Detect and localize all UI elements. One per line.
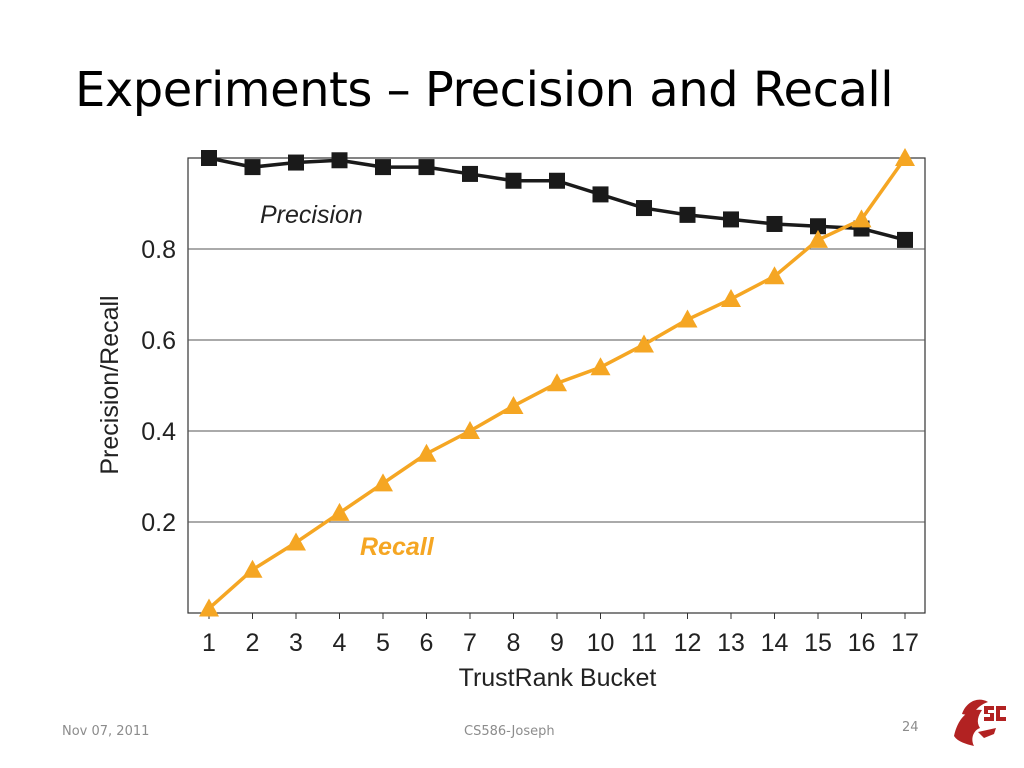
recall-point [634, 334, 654, 353]
recall-point [764, 266, 785, 285]
precision-point [897, 231, 913, 248]
recall-point [895, 148, 915, 166]
series-label-precision: Precision [260, 201, 363, 229]
precision-point [201, 150, 217, 166]
y-axis-label: Precision/Recall [96, 295, 124, 474]
x-tick-label: 9 [550, 629, 564, 657]
x-tick-label: 2 [246, 629, 260, 657]
x-tick-label: 7 [463, 629, 477, 657]
footer-date: Nov 07, 2011 [62, 724, 150, 739]
recall-point [547, 373, 567, 392]
recall-point [460, 421, 480, 439]
recall-point [329, 502, 350, 521]
precision-point [636, 200, 652, 217]
precision-point [375, 159, 391, 176]
x-tick-label: 12 [674, 629, 702, 657]
series-label-recall: Recall [360, 533, 435, 561]
x-tick-label: 3 [289, 629, 303, 657]
y-tick-label: 0.8 [141, 236, 176, 264]
precision-point [331, 152, 348, 169]
recall-point [242, 559, 263, 578]
slide-title: Experiments – Precision and Recall [75, 62, 894, 118]
recall-point [808, 229, 828, 248]
x-tick-label: 14 [761, 629, 789, 657]
x-tick-label: 8 [507, 629, 521, 657]
precision-point [723, 211, 739, 228]
y-tick-label: 0.2 [141, 509, 176, 537]
precision-point [679, 206, 696, 223]
recall-point [416, 443, 437, 462]
x-tick-label: 6 [420, 629, 434, 657]
precision-point [244, 159, 261, 176]
recall-point [199, 598, 219, 617]
usc-trojan-logo-icon [954, 699, 1006, 746]
precision-point [810, 218, 826, 235]
slide-number: 24 [902, 720, 919, 735]
x-tick-label: 16 [848, 629, 876, 657]
x-tick-label: 5 [376, 629, 390, 657]
recall-point [503, 395, 524, 414]
x-tick-label: 15 [804, 629, 832, 657]
recall-point [286, 532, 306, 551]
x-tick-label: 17 [891, 629, 919, 657]
precision-point [549, 172, 565, 189]
recall-point [721, 289, 741, 308]
precision-point [592, 186, 609, 203]
precision-point [766, 215, 783, 232]
precision-point [462, 165, 478, 182]
y-tick-label: 0.4 [141, 418, 176, 446]
x-tick-label: 10 [587, 629, 615, 657]
x-tick-label: 11 [631, 629, 657, 657]
x-tick-label: 13 [717, 629, 745, 657]
precision-point [418, 159, 435, 176]
recall-point [373, 473, 393, 492]
recall-point [677, 309, 698, 328]
precision-point [288, 154, 304, 171]
x-tick-label: 1 [202, 629, 216, 657]
footer-course: CS586-Joseph [464, 724, 555, 739]
recall-point [590, 357, 611, 376]
y-tick-label: 0.6 [141, 327, 176, 355]
x-tick-label: 4 [333, 629, 347, 657]
recall-point [851, 209, 872, 228]
x-axis-label: TrustRank Bucket [459, 664, 657, 692]
precision-point [505, 172, 522, 189]
